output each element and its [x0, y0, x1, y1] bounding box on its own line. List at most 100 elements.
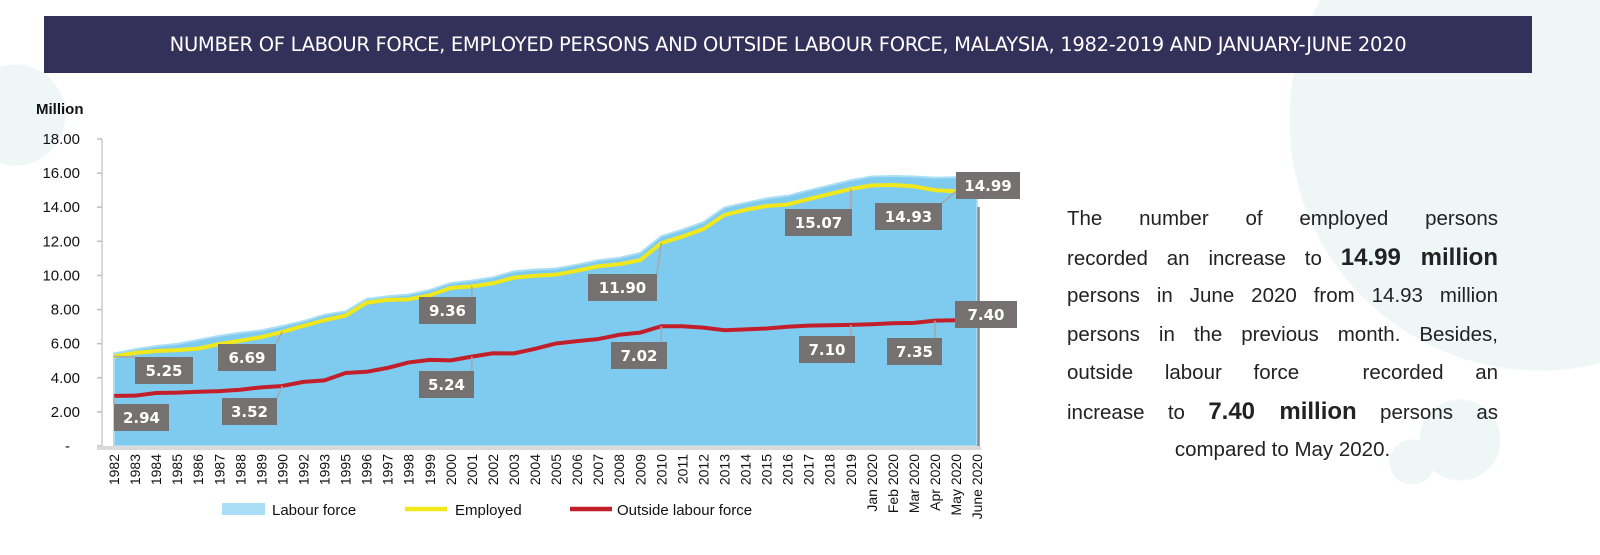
- x-tick-label: 2005: [548, 454, 564, 485]
- x-tick-label: 1990: [274, 454, 290, 485]
- data-label: 9.36: [419, 286, 476, 324]
- data-label-box: [611, 342, 667, 369]
- data-label-text: 15.07: [795, 214, 842, 232]
- y-tick-label: 14.00: [42, 199, 80, 216]
- y-tick-label: 18.00: [42, 131, 80, 148]
- data-label: 5.24: [419, 356, 474, 398]
- summary-line: compared to May 2020.: [1174, 438, 1391, 461]
- x-tick-label: 2018: [822, 454, 838, 485]
- data-label-text: 7.40: [967, 306, 1004, 324]
- x-tick-label: 1989: [253, 454, 269, 485]
- x-tick-label: 2013: [716, 454, 732, 485]
- x-tick-label: 1999: [422, 454, 438, 485]
- data-label-box: [887, 338, 942, 365]
- data-label: 2.94: [113, 395, 169, 431]
- x-tick-label: 1982: [106, 454, 122, 485]
- data-label-text: 14.99: [964, 177, 1011, 195]
- data-label-text: 7.35: [896, 343, 933, 361]
- x-tick-label: 1986: [190, 454, 206, 485]
- x-tick-label: Jan 2020: [864, 454, 880, 512]
- x-tick-label: Feb 2020: [885, 454, 901, 513]
- data-label-text: 7.10: [808, 341, 845, 359]
- x-tick-label: 2010: [653, 454, 669, 485]
- x-tick-label: 2019: [843, 454, 859, 485]
- data-label-box: [955, 301, 1017, 328]
- summary-line: persons in the previous month. Besides,: [1067, 322, 1498, 346]
- summary-text: recorded an increase to: [1067, 246, 1341, 270]
- x-tick-label: 2017: [801, 454, 817, 485]
- x-tick-label: 2004: [527, 454, 543, 485]
- x-tick-label: 1983: [127, 454, 143, 485]
- y-tick-label: 4.00: [51, 370, 80, 387]
- data-label: 7.02: [611, 326, 667, 369]
- x-tick-label: 1993: [317, 454, 333, 485]
- x-tick-label: 1984: [148, 454, 164, 485]
- outside-labour-force-line: [113, 317, 978, 398]
- x-tick-label: 2002: [485, 454, 501, 485]
- data-label-text: 14.93: [885, 208, 932, 226]
- data-label-box: [588, 274, 657, 301]
- data-label-box: [875, 203, 942, 230]
- x-tick-label: 1988: [232, 454, 248, 485]
- x-tick-label: 2008: [611, 454, 627, 485]
- employed-highlight: 14.99 million: [1340, 243, 1498, 271]
- data-label-text: 7.02: [620, 347, 657, 365]
- data-label: 7.10: [799, 324, 855, 363]
- y-tick-label: -: [65, 438, 70, 455]
- data-label-text: 6.69: [228, 349, 265, 367]
- legend: Labour force Employed Outside labour force: [222, 502, 752, 519]
- x-tick-label: June 2020: [969, 454, 985, 520]
- y-tick-label: 12.00: [42, 233, 80, 250]
- x-tick-label: 2003: [506, 454, 522, 485]
- summary-line: recorded an increase to 14.99 million: [1067, 239, 1498, 278]
- data-label-text: 3.52: [231, 403, 268, 421]
- data-label-text: 11.90: [599, 279, 646, 297]
- x-tick-label: 1997: [380, 454, 396, 485]
- x-tick-label: 2016: [780, 454, 796, 485]
- data-label-box: [222, 398, 277, 425]
- data-label-leader: [276, 385, 284, 399]
- summary-text: persons as: [1356, 400, 1498, 424]
- data-label-box: [419, 297, 476, 324]
- data-label-box: [419, 371, 474, 398]
- data-label-leader: [656, 242, 663, 275]
- x-tick-label: 2001: [464, 454, 480, 485]
- legend-label-outside: Outside labour force: [617, 502, 752, 519]
- y-tick-label: 2.00: [51, 404, 80, 421]
- legend-label-labour-force: Labour force: [272, 502, 356, 519]
- data-label: 7.35: [887, 320, 942, 365]
- data-label: 3.52: [222, 385, 284, 425]
- x-tick-label: 2009: [632, 454, 648, 485]
- data-label-box: [218, 344, 276, 371]
- data-label-box: [956, 172, 1020, 199]
- x-tick-label: 2014: [738, 454, 754, 485]
- y-tick-label: 6.00: [51, 336, 80, 353]
- x-tick-label: 2011: [674, 454, 690, 484]
- x-tick-label: 1996: [359, 454, 375, 485]
- data-label: 14.99: [956, 172, 1020, 199]
- x-tick-label: 2015: [759, 454, 775, 485]
- data-label-text: 2.94: [123, 409, 160, 427]
- data-label-leader: [941, 190, 957, 204]
- employed-line: [113, 183, 978, 359]
- data-label: 15.07: [785, 188, 852, 236]
- summary-line: increase to 7.40 million persons as: [1067, 393, 1498, 432]
- data-label-box: [785, 209, 852, 236]
- summary-line: outside labour force recorded an: [1067, 361, 1498, 384]
- data-label-text: 9.36: [429, 302, 466, 320]
- y-tick-label: 16.00: [42, 165, 80, 182]
- x-tick-label: 1998: [401, 454, 417, 485]
- y-axis-title: Million: [36, 101, 84, 118]
- x-tick-label: 2012: [695, 454, 711, 485]
- data-label-text: 5.25: [145, 362, 182, 380]
- data-label-leader: [275, 331, 284, 345]
- data-label-leader: [113, 355, 136, 358]
- outside-highlight: 7.40 million: [1208, 397, 1357, 425]
- x-tick-label: 1995: [338, 454, 354, 485]
- chart-title-bar: NUMBER OF LABOUR FORCE, EMPLOYED PERSONS…: [44, 16, 1532, 73]
- summary-text: increase to: [1067, 400, 1209, 424]
- data-label-box: [135, 357, 193, 384]
- data-label: 6.69: [218, 331, 284, 371]
- data-label-box: [799, 336, 855, 363]
